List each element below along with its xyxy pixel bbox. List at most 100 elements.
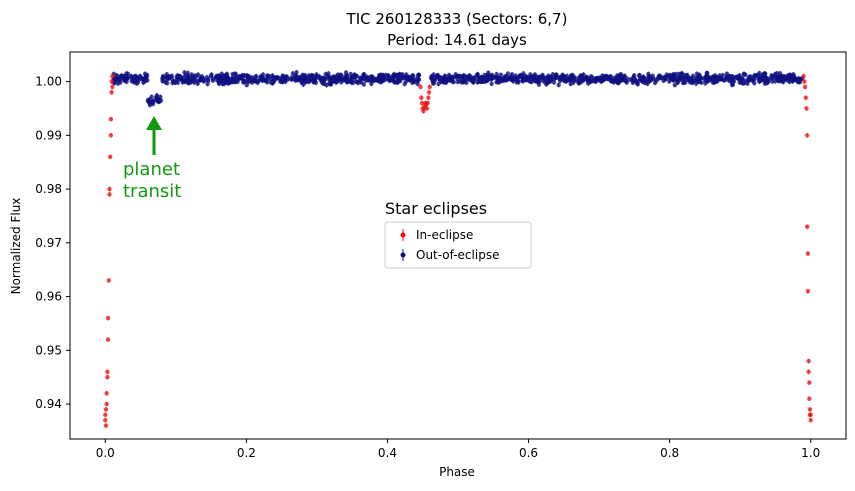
out-of-eclipse-point (302, 76, 307, 81)
legend-marker-out-of-eclipse (400, 252, 406, 258)
out-of-eclipse-point (581, 77, 586, 82)
out-of-eclipse-point (345, 78, 351, 84)
out-of-eclipse-point (326, 75, 332, 81)
in-eclipse-point (105, 369, 110, 375)
out-of-eclipse-point (780, 78, 786, 84)
out-of-eclipse-point (166, 76, 172, 81)
out-of-eclipse-point (787, 78, 793, 83)
out-of-eclipse-point (590, 78, 596, 84)
out-of-eclipse-points (111, 69, 805, 108)
out-of-eclipse-point (556, 82, 561, 88)
out-of-eclipse-point (791, 72, 796, 77)
out-of-eclipse-point (220, 77, 225, 83)
out-of-eclipse-point (255, 80, 260, 85)
out-of-eclipse-point (233, 79, 238, 85)
out-of-eclipse-point (195, 81, 200, 86)
in-eclipse-point (105, 315, 111, 321)
x-axis-ticks: 0.0 0.2 0.4 0.6 0.8 1.0 (96, 439, 820, 460)
out-of-eclipse-point (253, 73, 259, 79)
out-of-eclipse-point (675, 77, 680, 82)
in-eclipse-point (425, 100, 430, 106)
out-of-eclipse-point (545, 79, 550, 85)
in-eclipse-point (801, 73, 806, 79)
chart-title: TIC 260128333 (Sectors: 6,7) (346, 10, 568, 28)
out-of-eclipse-point (205, 81, 210, 87)
in-eclipse-point (807, 407, 813, 412)
out-of-eclipse-point (240, 78, 246, 83)
legend-label-in-eclipse: In-eclipse (416, 228, 473, 242)
x-tick-label: 0.2 (237, 446, 256, 460)
out-of-eclipse-point (679, 71, 685, 76)
out-of-eclipse-point (380, 78, 386, 83)
y-tick-label: 0.94 (35, 397, 62, 411)
chart-subtitle: Period: 14.61 days (387, 31, 527, 49)
out-of-eclipse-point (270, 81, 275, 86)
out-of-eclipse-point (270, 73, 275, 78)
legend-box (384, 221, 532, 269)
out-of-eclipse-point (391, 72, 397, 77)
out-of-eclipse-point (365, 78, 371, 83)
out-of-eclipse-point (741, 72, 747, 77)
legend-entry-in-eclipse: In-eclipse (400, 228, 473, 242)
out-of-eclipse-point (230, 71, 235, 77)
out-of-eclipse-point (289, 77, 294, 82)
out-of-eclipse-point (647, 74, 652, 79)
out-of-eclipse-point (355, 80, 361, 86)
out-of-eclipse-point (475, 80, 480, 85)
out-of-eclipse-point (467, 74, 472, 79)
out-of-eclipse-point (299, 80, 304, 85)
out-of-eclipse-point (456, 74, 462, 80)
out-of-eclipse-point (392, 80, 398, 85)
legend-title: Star eclipses (385, 199, 487, 218)
out-of-eclipse-point (498, 76, 503, 82)
out-of-eclipse-point (769, 75, 774, 81)
out-of-eclipse-point (568, 81, 573, 87)
in-eclipse-point (103, 417, 108, 423)
in-eclipse-point (807, 396, 812, 401)
out-of-eclipse-point (475, 71, 480, 77)
in-eclipse-point (802, 84, 808, 90)
out-of-eclipse-point (396, 77, 401, 82)
in-eclipse-point (806, 358, 811, 364)
legend-marker-in-eclipse (400, 232, 406, 238)
out-of-eclipse-point (144, 74, 149, 79)
out-of-eclipse-point (386, 76, 391, 81)
out-of-eclipse-point (265, 73, 270, 78)
out-of-eclipse-point (142, 78, 147, 84)
y-axis-ticks: 0.94 0.95 0.96 0.97 0.98 0.99 1.00 (35, 75, 70, 411)
out-of-eclipse-point (655, 76, 661, 82)
in-eclipse-point (108, 116, 114, 122)
out-of-eclipse-point (740, 81, 746, 86)
in-eclipse-point (105, 374, 110, 380)
in-eclipse-point (109, 90, 114, 95)
x-tick-label: 1.0 (801, 446, 820, 460)
out-of-eclipse-point (756, 76, 762, 81)
out-of-eclipse-point (673, 72, 679, 77)
out-of-eclipse-point (401, 75, 407, 81)
in-eclipse-point (808, 417, 813, 423)
out-of-eclipse-point (685, 72, 690, 78)
in-eclipse-point (805, 251, 811, 256)
out-of-eclipse-point (397, 72, 403, 77)
out-of-eclipse-point (124, 79, 129, 85)
in-eclipse-point (103, 407, 109, 412)
out-of-eclipse-point (403, 79, 409, 84)
out-of-eclipse-point (352, 75, 357, 80)
out-of-eclipse-point (176, 76, 182, 81)
out-of-eclipse-point (368, 74, 373, 80)
out-of-eclipse-point (541, 79, 547, 84)
annotation-label-line1: planet (123, 159, 180, 180)
out-of-eclipse-point (274, 75, 279, 81)
out-of-eclipse-point (528, 79, 533, 84)
out-of-eclipse-point (464, 80, 469, 85)
out-of-eclipse-point (283, 75, 288, 80)
out-of-eclipse-point (703, 75, 709, 80)
in-eclipse-point (103, 412, 108, 418)
out-of-eclipse-point (160, 78, 165, 84)
out-of-eclipse-point (698, 75, 703, 81)
out-of-eclipse-point (294, 70, 299, 75)
out-of-eclipse-point (705, 71, 710, 76)
out-of-eclipse-point (514, 80, 519, 85)
out-of-eclipse-point (631, 73, 637, 78)
out-of-eclipse-point (306, 79, 312, 85)
